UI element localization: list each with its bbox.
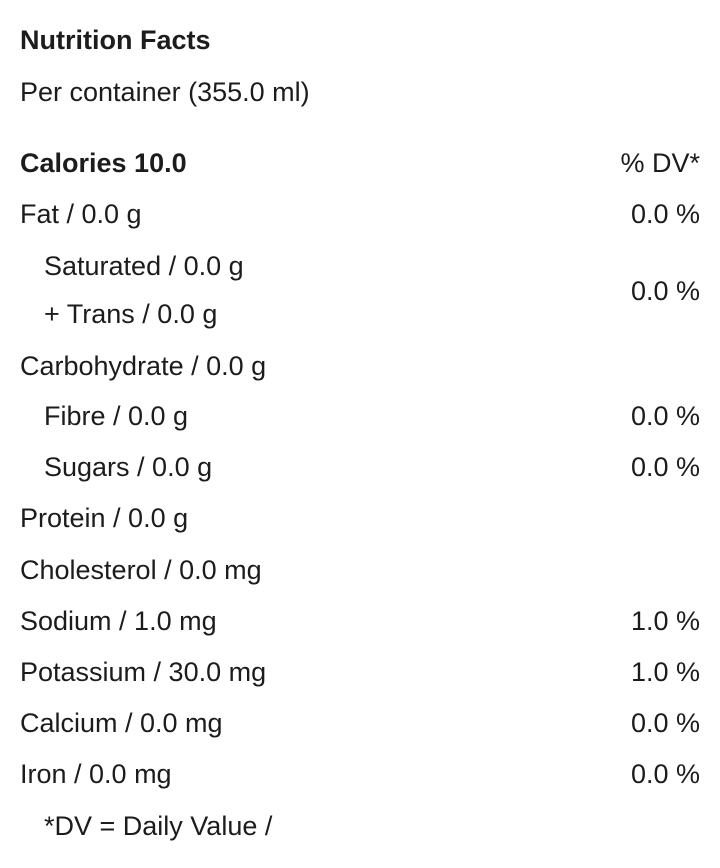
saturated-label: Saturated / 0.0 g	[44, 251, 244, 281]
iron-label: Iron / 0.0 mg	[20, 759, 172, 789]
calcium-label: Calcium / 0.0 mg	[20, 708, 223, 738]
sugars-dv: 0.0 %	[630, 452, 700, 482]
dv-footnote: *DV = Daily Value /	[44, 811, 273, 841]
sodium-label: Sodium / 1.0 mg	[20, 606, 217, 636]
carbohydrate-label: Carbohydrate / 0.0 g	[20, 351, 267, 381]
trans-label: + Trans / 0.0 g	[44, 299, 218, 329]
fat-dv: 0.0 %	[630, 199, 700, 229]
fibre-dv: 0.0 %	[630, 401, 700, 431]
iron-dv: 0.0 %	[630, 759, 700, 789]
cholesterol-label: Cholesterol / 0.0 mg	[20, 555, 262, 585]
calories: Calories 10.0	[20, 148, 187, 178]
saturated-trans-dv: 0.0 %	[630, 276, 700, 306]
sodium-dv: 1.0 %	[630, 606, 700, 636]
protein-label: Protein / 0.0 g	[20, 503, 189, 533]
potassium-label: Potassium / 30.0 mg	[20, 657, 267, 687]
fibre-label: Fibre / 0.0 g	[44, 401, 189, 431]
serving-size: Per container (355.0 ml)	[20, 77, 310, 107]
dv-header: % DV*	[620, 148, 700, 178]
sugars-label: Sugars / 0.0 g	[44, 452, 213, 482]
calcium-dv: 0.0 %	[630, 708, 700, 738]
potassium-dv: 1.0 %	[630, 657, 700, 687]
fat-label: Fat / 0.0 g	[20, 199, 142, 229]
nutrition-title: Nutrition Facts	[20, 25, 211, 55]
